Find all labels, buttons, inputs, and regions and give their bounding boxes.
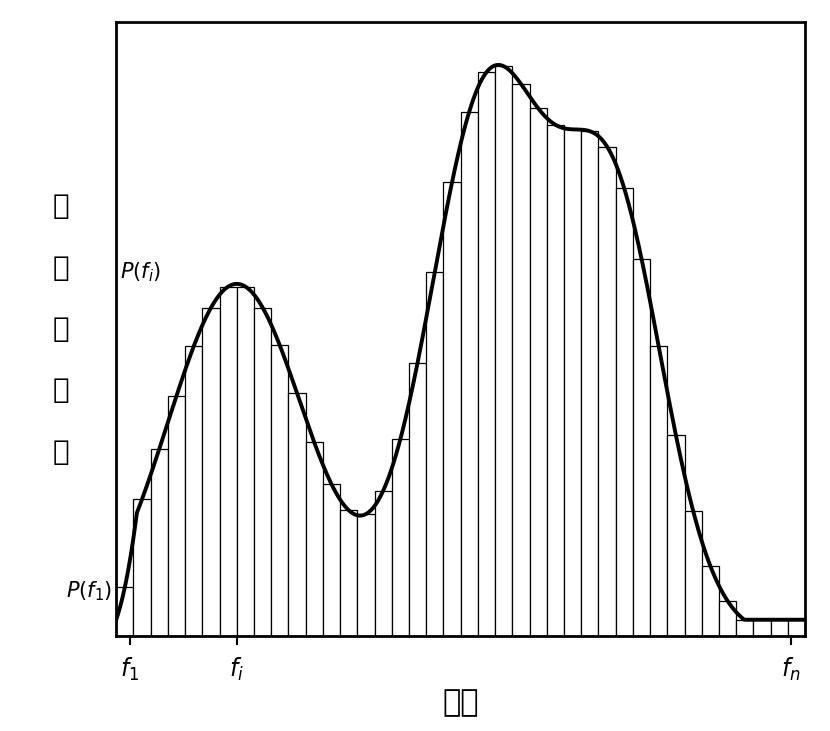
Text: $f_i$: $f_i$ [229, 656, 244, 683]
Text: 谱: 谱 [53, 438, 70, 466]
Bar [409, 363, 427, 636]
Bar [771, 620, 788, 636]
Text: 太: 太 [53, 192, 70, 220]
Bar [203, 308, 219, 636]
Bar [685, 511, 702, 636]
Bar [736, 620, 754, 636]
Bar [564, 129, 581, 636]
Text: $P(f_1)$: $P(f_1)$ [66, 579, 113, 603]
Bar [496, 67, 512, 636]
Bar [633, 259, 650, 636]
Text: 兹: 兹 [53, 315, 70, 343]
Bar [581, 131, 598, 636]
Bar [427, 272, 443, 636]
Bar [616, 189, 633, 636]
Bar [478, 72, 496, 636]
Text: 赫: 赫 [53, 254, 70, 281]
Bar [719, 601, 736, 636]
Bar [754, 620, 770, 636]
Bar [702, 566, 719, 636]
Text: $P(f_i)$: $P(f_i)$ [120, 260, 161, 284]
Bar [151, 449, 168, 636]
Bar [650, 346, 667, 636]
Bar [271, 346, 289, 636]
Bar [289, 393, 305, 636]
Bar [530, 108, 547, 636]
Bar [254, 308, 271, 636]
Bar [323, 484, 340, 636]
Bar [788, 620, 805, 636]
Bar [305, 442, 323, 636]
Bar [374, 491, 392, 636]
Bar [185, 346, 203, 636]
Bar [116, 587, 134, 636]
Bar [547, 125, 564, 636]
Bar [443, 182, 461, 636]
Text: $f_n$: $f_n$ [782, 656, 801, 683]
Bar [168, 396, 185, 636]
Bar [134, 499, 151, 636]
Bar [219, 287, 237, 636]
Bar [461, 112, 478, 636]
Text: 波: 波 [53, 376, 70, 404]
Text: $f_1$: $f_1$ [120, 656, 139, 683]
Text: 频率: 频率 [442, 688, 479, 717]
Bar [392, 439, 409, 636]
Bar [667, 436, 685, 636]
Bar [340, 510, 358, 636]
Bar [512, 84, 530, 636]
Bar [358, 514, 374, 636]
Bar [598, 146, 616, 636]
Bar [237, 287, 254, 636]
